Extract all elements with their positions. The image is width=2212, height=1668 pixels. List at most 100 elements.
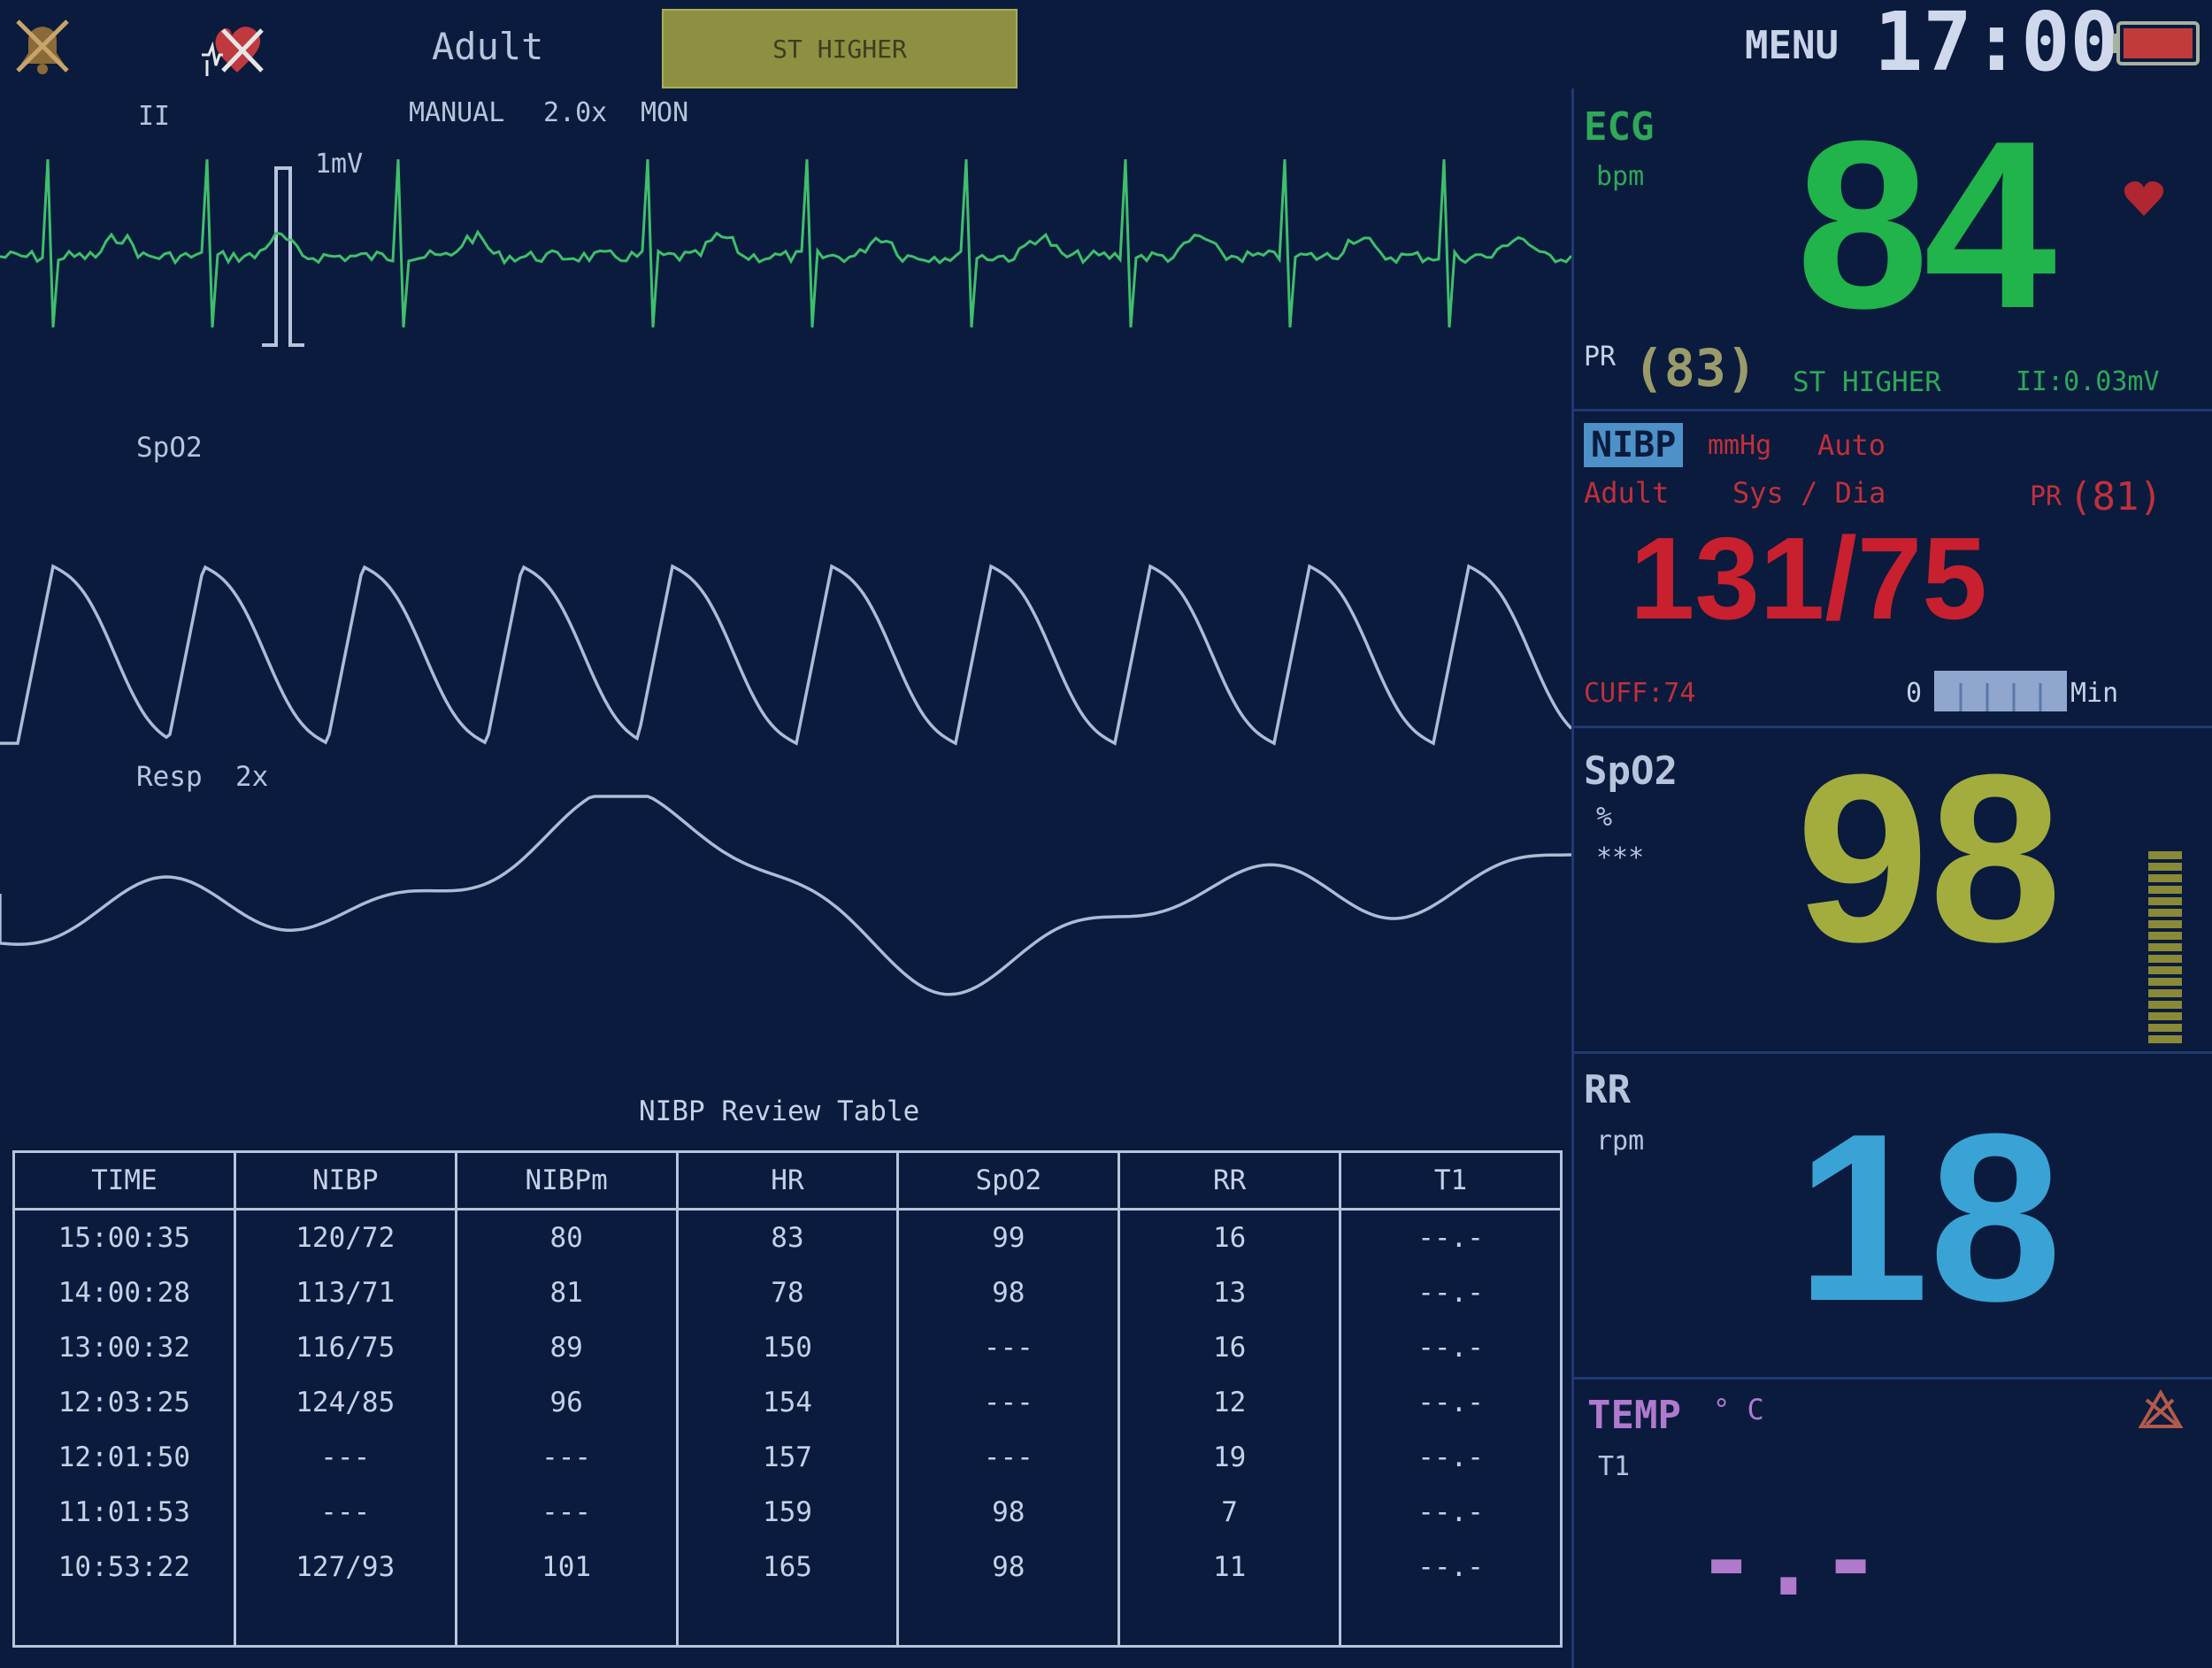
table-cell: --- bbox=[896, 1375, 1121, 1430]
battery-icon bbox=[2113, 19, 2203, 67]
review-table-title: NIBP Review Table bbox=[639, 1095, 920, 1127]
table-cell: --.- bbox=[1339, 1320, 1563, 1375]
table-row: 15:00:35 120/72 80 83 99 16 --.- bbox=[12, 1209, 1563, 1265]
table-cell: 98 bbox=[896, 1540, 1121, 1595]
ecg-unit: bpm bbox=[1596, 161, 1645, 192]
temp-panel-title[interactable]: TEMP bbox=[1587, 1393, 1681, 1438]
table-cell: 10:53:22 bbox=[12, 1540, 236, 1595]
column-header: T1 bbox=[1339, 1151, 1563, 1211]
table-row: 12:01:50 --- --- 157 --- 19 --.- bbox=[12, 1430, 1563, 1485]
table-cell: 16 bbox=[1118, 1209, 1342, 1265]
pulse-rate-value: (83) bbox=[1633, 338, 1757, 398]
table-cell: 98 bbox=[896, 1265, 1121, 1320]
cuff-pressure: CUFF:74 bbox=[1584, 678, 1696, 709]
rr-value: 18 bbox=[1796, 1085, 2062, 1351]
column-header: NIBPm bbox=[454, 1151, 679, 1211]
table-cell: 83 bbox=[675, 1209, 900, 1265]
table-cell: 98 bbox=[896, 1485, 1121, 1540]
nibp-patient-type: Adult bbox=[1584, 476, 1670, 510]
panel-divider bbox=[1571, 88, 1574, 1668]
nibp-unit: mmHg bbox=[1708, 430, 1772, 461]
table-filler-row bbox=[12, 1595, 1563, 1647]
ecg-mode-label[interactable]: MANUAL bbox=[409, 97, 505, 128]
ecg-scale-label: 1mV bbox=[315, 149, 364, 180]
spo2-unit: % bbox=[1596, 802, 1613, 833]
table-row: 13:00:32 116/75 89 150 --- 16 --.- bbox=[12, 1320, 1563, 1375]
ecg-waveform bbox=[0, 158, 1573, 347]
table-cell: 14:00:28 bbox=[12, 1265, 236, 1320]
interval-unit-label: Min bbox=[2070, 678, 2119, 709]
clock: 17:00 bbox=[1874, 0, 2119, 89]
nibp-sys-dia-label: Sys / Dia bbox=[1732, 476, 1886, 510]
table-cell: 101 bbox=[454, 1540, 679, 1595]
nibp-pr-value: (81) bbox=[2069, 474, 2162, 519]
nibp-mode[interactable]: Auto bbox=[1817, 428, 1886, 462]
pulse-rate-label: PR bbox=[1584, 342, 1617, 373]
table-cell: --.- bbox=[1339, 1209, 1563, 1265]
table-cell: 96 bbox=[454, 1375, 679, 1430]
menu-button[interactable]: MENU bbox=[1745, 23, 1839, 68]
nibp-title-button[interactable]: NIBP bbox=[1584, 423, 1684, 467]
table-cell: 15:00:35 bbox=[12, 1209, 236, 1265]
panel-divider bbox=[1574, 409, 2212, 411]
table-cell: 16 bbox=[1118, 1320, 1342, 1375]
resp-waveform bbox=[0, 795, 1572, 996]
table-cell: 78 bbox=[675, 1265, 900, 1320]
table-cell: --- bbox=[454, 1430, 679, 1485]
nibp-pr-label: PR bbox=[2030, 481, 2062, 512]
table-cell: 113/71 bbox=[233, 1265, 457, 1320]
alarm-silenced-icon[interactable] bbox=[9, 12, 76, 80]
spo2-panel-title[interactable]: SpO2 bbox=[1584, 749, 1678, 794]
table-cell: --.- bbox=[1339, 1265, 1563, 1320]
table-cell: 13 bbox=[1118, 1265, 1342, 1320]
table-cell: --.- bbox=[1339, 1485, 1563, 1540]
temp-alarm-off-icon[interactable] bbox=[2138, 1389, 2184, 1430]
resp-gain-label[interactable]: 2x bbox=[235, 761, 269, 793]
table-cell: --- bbox=[454, 1485, 679, 1540]
heart-rate-value: 84 bbox=[1796, 92, 2056, 358]
alarm-banner[interactable]: ST HIGHER bbox=[662, 9, 1018, 88]
panel-divider bbox=[1574, 1377, 2212, 1380]
table-cell: 11:01:53 bbox=[12, 1485, 236, 1540]
table-cell: --- bbox=[896, 1320, 1121, 1375]
table-row: 14:00:28 113/71 81 78 98 13 --.- bbox=[12, 1265, 1563, 1320]
table-cell: --- bbox=[233, 1485, 457, 1540]
column-header: RR bbox=[1118, 1151, 1342, 1211]
table-cell: 154 bbox=[675, 1375, 900, 1430]
st-value: II:0.03mV bbox=[2016, 366, 2160, 397]
table-cell: 120/72 bbox=[233, 1209, 457, 1265]
temp-unit: ° C bbox=[1713, 1393, 1764, 1426]
spo2-signal-quality: *** bbox=[1596, 842, 1645, 873]
table-cell: 13:00:32 bbox=[12, 1320, 236, 1375]
spo2-perfusion-bar bbox=[2148, 851, 2182, 1048]
nibp-review-table: TIME NIBP NIBPm HR SpO2 RR T1 15:00:35 1… bbox=[12, 1150, 1563, 1648]
table-cell: 11 bbox=[1118, 1540, 1342, 1595]
st-alarm-text: ST HIGHER bbox=[1793, 366, 1941, 398]
table-cell: 7 bbox=[1118, 1485, 1342, 1540]
table-row: 11:01:53 --- --- 159 98 7 --.- bbox=[12, 1485, 1563, 1540]
patient-type-label[interactable]: Adult bbox=[432, 25, 544, 68]
spo2-wave-label[interactable]: SpO2 bbox=[136, 432, 203, 464]
rr-panel-title[interactable]: RR bbox=[1584, 1067, 1631, 1112]
temp-channel: T1 bbox=[1598, 1451, 1631, 1482]
ecg-panel-title[interactable]: ECG bbox=[1584, 104, 1655, 150]
column-header: TIME bbox=[12, 1151, 236, 1211]
column-header: HR bbox=[675, 1151, 900, 1211]
table-cell: 157 bbox=[675, 1430, 900, 1485]
table-cell: --.- bbox=[1339, 1375, 1563, 1430]
table-header-row: TIME NIBP NIBPm HR SpO2 RR T1 bbox=[12, 1151, 1563, 1211]
nibp-value: 131/75 bbox=[1630, 513, 1987, 643]
table-cell: 127/93 bbox=[233, 1540, 457, 1595]
spo2-waveform bbox=[0, 564, 1573, 746]
table-cell: 12:01:50 bbox=[12, 1430, 236, 1485]
interval-start-label: 0 bbox=[1906, 678, 1923, 709]
heartbeat-sound-off-icon[interactable] bbox=[196, 19, 271, 81]
panel-divider bbox=[1574, 1051, 2212, 1054]
ecg-filter-label[interactable]: MON bbox=[641, 97, 689, 128]
ecg-gain-label[interactable]: 2.0x bbox=[543, 97, 608, 128]
ecg-lead-label[interactable]: II bbox=[138, 101, 171, 132]
resp-wave-label[interactable]: Resp bbox=[136, 761, 203, 793]
table-cell: --- bbox=[233, 1430, 457, 1485]
table-cell: 89 bbox=[454, 1320, 679, 1375]
table-cell: 19 bbox=[1118, 1430, 1342, 1485]
